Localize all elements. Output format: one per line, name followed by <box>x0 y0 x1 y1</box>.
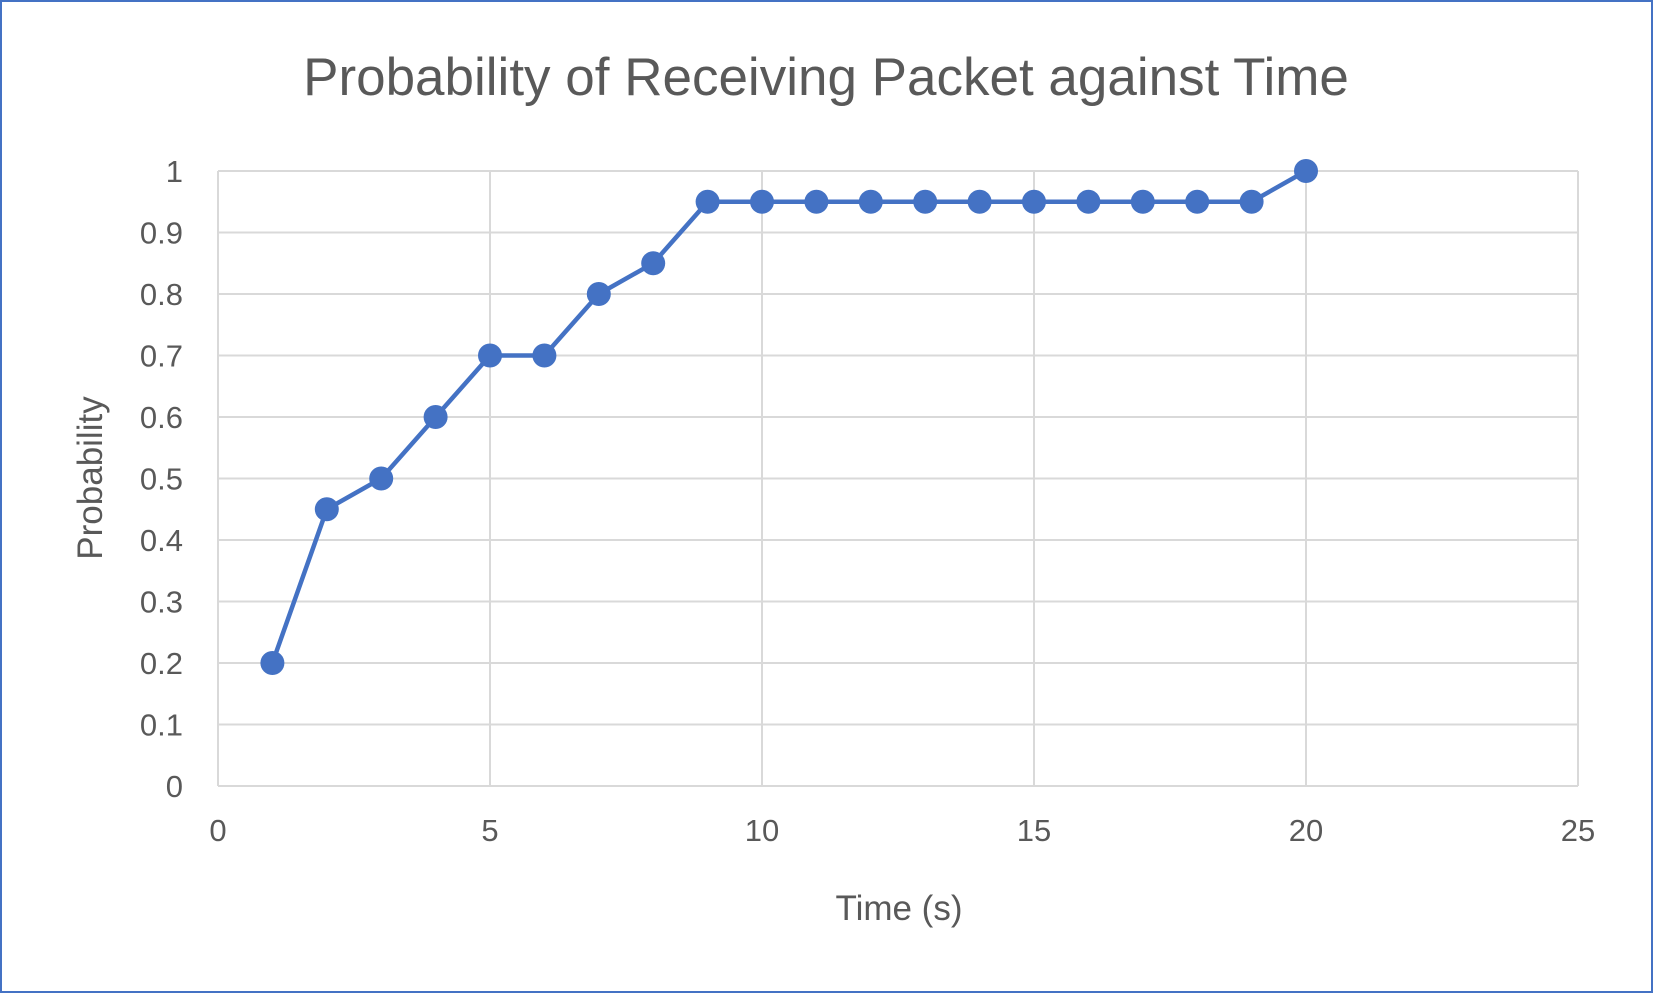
data-point <box>695 189 720 214</box>
x-tick-label: 10 <box>745 813 779 848</box>
x-axis-label: Time (s) <box>835 889 962 928</box>
x-tick-label: 25 <box>1561 813 1595 848</box>
data-point <box>750 189 774 214</box>
y-tick-label: 0.1 <box>140 708 183 743</box>
data-point <box>804 189 829 214</box>
data-point <box>314 497 339 522</box>
data-point <box>1239 189 1264 214</box>
data-point <box>967 189 992 214</box>
data-point <box>423 405 448 429</box>
data-point <box>1130 189 1155 214</box>
data-point <box>641 251 666 276</box>
data-point <box>1022 189 1046 214</box>
data-point <box>532 343 557 368</box>
y-tick-label: 0.6 <box>140 400 183 435</box>
grid <box>217 170 1579 787</box>
y-tick-label: 0.9 <box>140 216 183 251</box>
data-point <box>858 189 883 214</box>
y-tick-label: 0.2 <box>140 646 183 681</box>
y-tick-label: 0.3 <box>140 585 183 620</box>
x-tick-label: 20 <box>1289 813 1323 848</box>
series <box>260 159 1318 675</box>
chart-title: Probability of Receiving Packet against … <box>303 48 1349 107</box>
data-point <box>478 343 502 368</box>
data-point <box>586 282 611 306</box>
x-tick-labels: 0 5 10 15 20 25 <box>209 813 1595 848</box>
x-tick-label: 0 <box>209 813 226 848</box>
y-tick-label: 0.7 <box>140 339 183 374</box>
y-tick-label: 1 <box>166 154 183 189</box>
y-tick-label: 0 <box>166 769 183 804</box>
y-tick-label: 0.4 <box>140 523 183 558</box>
data-point <box>369 466 394 491</box>
x-tick-label: 5 <box>481 813 498 848</box>
y-tick-labels: 0 0.1 0.2 0.3 0.4 0.5 0.6 0.7 0.8 0.9 1 <box>140 154 183 804</box>
data-point <box>1185 189 1210 214</box>
y-tick-label: 0.5 <box>140 462 183 497</box>
data-point <box>1076 189 1101 214</box>
y-tick-label: 0.8 <box>140 277 183 312</box>
x-tick-label: 15 <box>1017 813 1051 848</box>
data-point <box>913 189 938 214</box>
data-point <box>1294 159 1318 183</box>
data-point <box>260 651 285 675</box>
y-axis-label: Probability <box>71 396 110 560</box>
